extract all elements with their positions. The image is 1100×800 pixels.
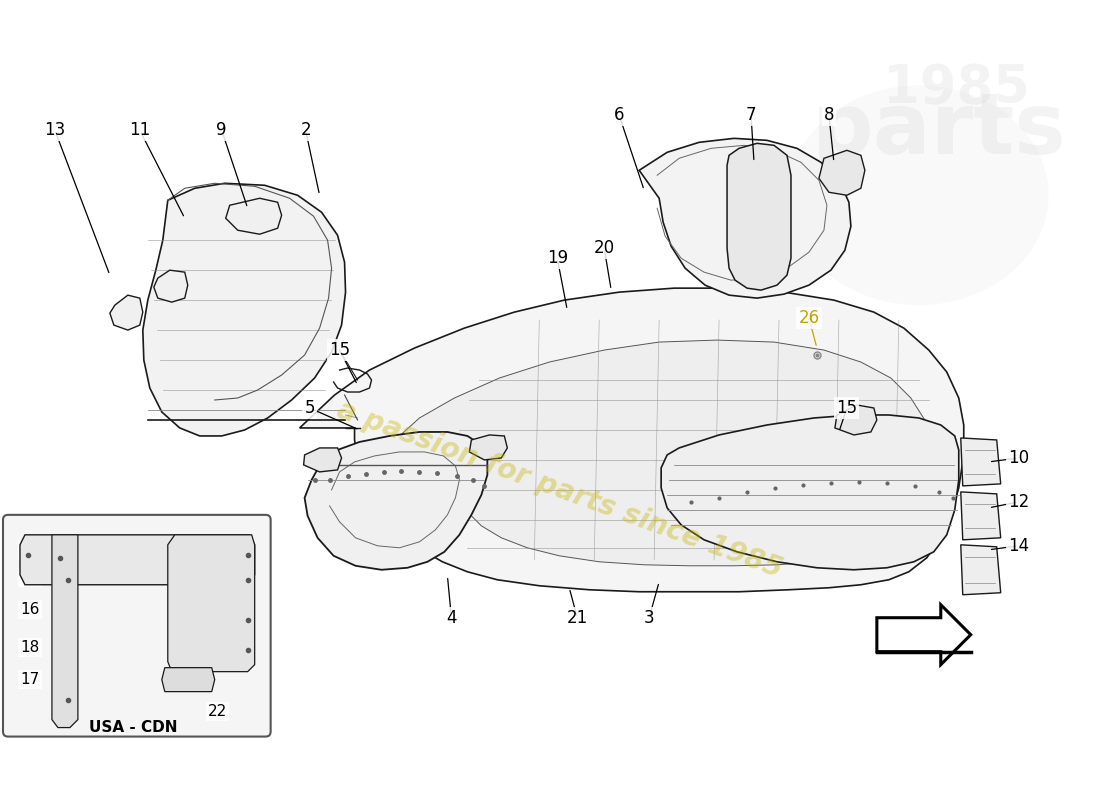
Text: 11: 11 xyxy=(129,122,151,139)
Text: 12: 12 xyxy=(1008,493,1030,511)
Polygon shape xyxy=(168,535,255,672)
Text: 9: 9 xyxy=(217,122,227,139)
Polygon shape xyxy=(727,143,791,290)
Text: 2: 2 xyxy=(300,122,311,139)
Text: 15: 15 xyxy=(836,399,858,417)
Polygon shape xyxy=(835,405,877,435)
Text: 1985: 1985 xyxy=(883,62,1031,114)
Text: 14: 14 xyxy=(1008,537,1030,555)
Text: 4: 4 xyxy=(447,609,456,626)
Text: 20: 20 xyxy=(594,239,615,257)
Polygon shape xyxy=(226,198,282,234)
Polygon shape xyxy=(304,448,342,472)
Text: 19: 19 xyxy=(547,249,568,267)
Text: 13: 13 xyxy=(44,122,66,139)
Text: 3: 3 xyxy=(644,609,654,626)
Text: a passion for parts since 1985: a passion for parts since 1985 xyxy=(333,396,785,584)
Polygon shape xyxy=(639,138,851,298)
Text: 10: 10 xyxy=(1008,449,1030,467)
Polygon shape xyxy=(470,435,507,460)
Text: 15: 15 xyxy=(329,341,350,359)
Text: 22: 22 xyxy=(208,704,228,719)
Text: 8: 8 xyxy=(824,106,834,124)
Text: 18: 18 xyxy=(20,640,40,655)
Polygon shape xyxy=(389,340,931,566)
Text: 5: 5 xyxy=(305,399,315,417)
Polygon shape xyxy=(960,438,1001,486)
Text: parts: parts xyxy=(812,89,1066,172)
Polygon shape xyxy=(960,492,1001,540)
Polygon shape xyxy=(143,183,345,436)
Text: 16: 16 xyxy=(20,602,40,618)
Polygon shape xyxy=(305,432,487,570)
Text: 18: 18 xyxy=(20,542,40,558)
Text: 17: 17 xyxy=(20,570,40,586)
Text: USA - CDN: USA - CDN xyxy=(89,720,177,735)
Text: 21: 21 xyxy=(566,609,587,626)
Polygon shape xyxy=(960,545,1001,594)
Polygon shape xyxy=(20,535,255,585)
Polygon shape xyxy=(154,270,188,302)
Text: 26: 26 xyxy=(799,309,820,327)
Text: 17: 17 xyxy=(20,672,40,687)
Polygon shape xyxy=(818,150,865,195)
FancyBboxPatch shape xyxy=(3,515,271,737)
Ellipse shape xyxy=(789,86,1048,305)
Polygon shape xyxy=(661,415,959,570)
Text: 6: 6 xyxy=(614,106,625,124)
Polygon shape xyxy=(299,288,964,592)
Text: 7: 7 xyxy=(746,106,757,124)
Polygon shape xyxy=(162,668,214,692)
Polygon shape xyxy=(110,295,143,330)
Polygon shape xyxy=(52,535,78,727)
